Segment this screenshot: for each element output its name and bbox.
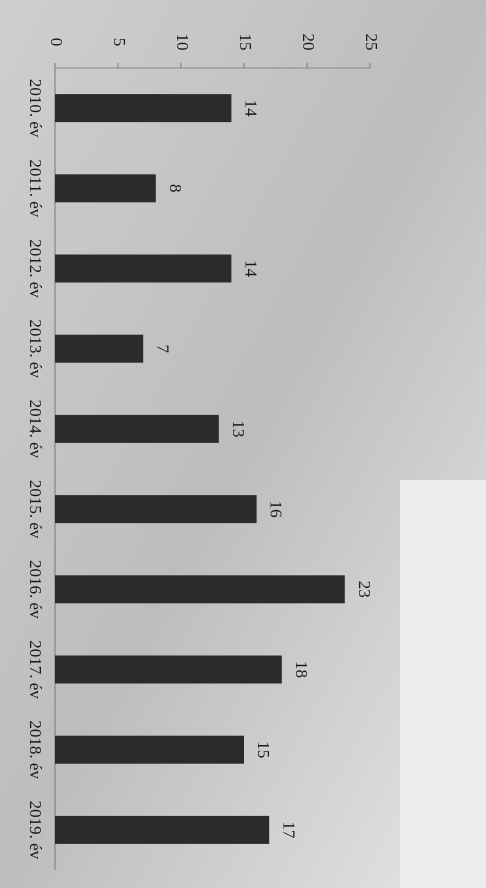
value-label: 17 <box>279 821 298 839</box>
value-label: 15 <box>254 741 273 758</box>
x-tick-label: 2017. év <box>26 640 45 699</box>
x-tick-label: 2012. év <box>26 239 45 298</box>
x-tick-label: 2010. év <box>26 79 45 138</box>
value-label: 14 <box>241 260 260 278</box>
value-label: 8 <box>166 184 185 193</box>
bar <box>55 334 144 363</box>
bar <box>55 94 232 123</box>
x-tick-label: 2011. év <box>26 159 45 217</box>
y-tick-label: 15 <box>236 34 255 51</box>
value-label: 16 <box>267 501 286 518</box>
bar <box>55 575 345 604</box>
value-label: 7 <box>153 344 172 353</box>
x-tick-label: 2013. év <box>26 319 45 378</box>
light-area <box>400 480 486 888</box>
bar <box>55 174 156 203</box>
bar <box>55 655 282 684</box>
x-tick-label: 2016. év <box>26 560 45 619</box>
bar <box>55 254 232 283</box>
bar <box>55 495 257 524</box>
x-tick-label: 2015. év <box>26 480 45 539</box>
y-tick-label: 20 <box>299 34 318 51</box>
value-label: 13 <box>229 420 248 437</box>
y-tick-label: 0 <box>47 38 66 47</box>
y-tick-label: 5 <box>110 38 129 47</box>
value-label: 14 <box>241 100 260 118</box>
value-label: 18 <box>292 661 311 678</box>
bar <box>55 815 270 844</box>
x-tick-label: 2014. év <box>26 400 45 459</box>
x-tick-label: 2018. év <box>26 720 45 779</box>
value-label: 23 <box>355 581 374 598</box>
bar <box>55 414 219 443</box>
y-tick-label: 25 <box>362 34 381 51</box>
bar <box>55 735 244 764</box>
x-tick-label: 2019. év <box>26 801 45 860</box>
y-tick-label: 10 <box>173 34 192 51</box>
